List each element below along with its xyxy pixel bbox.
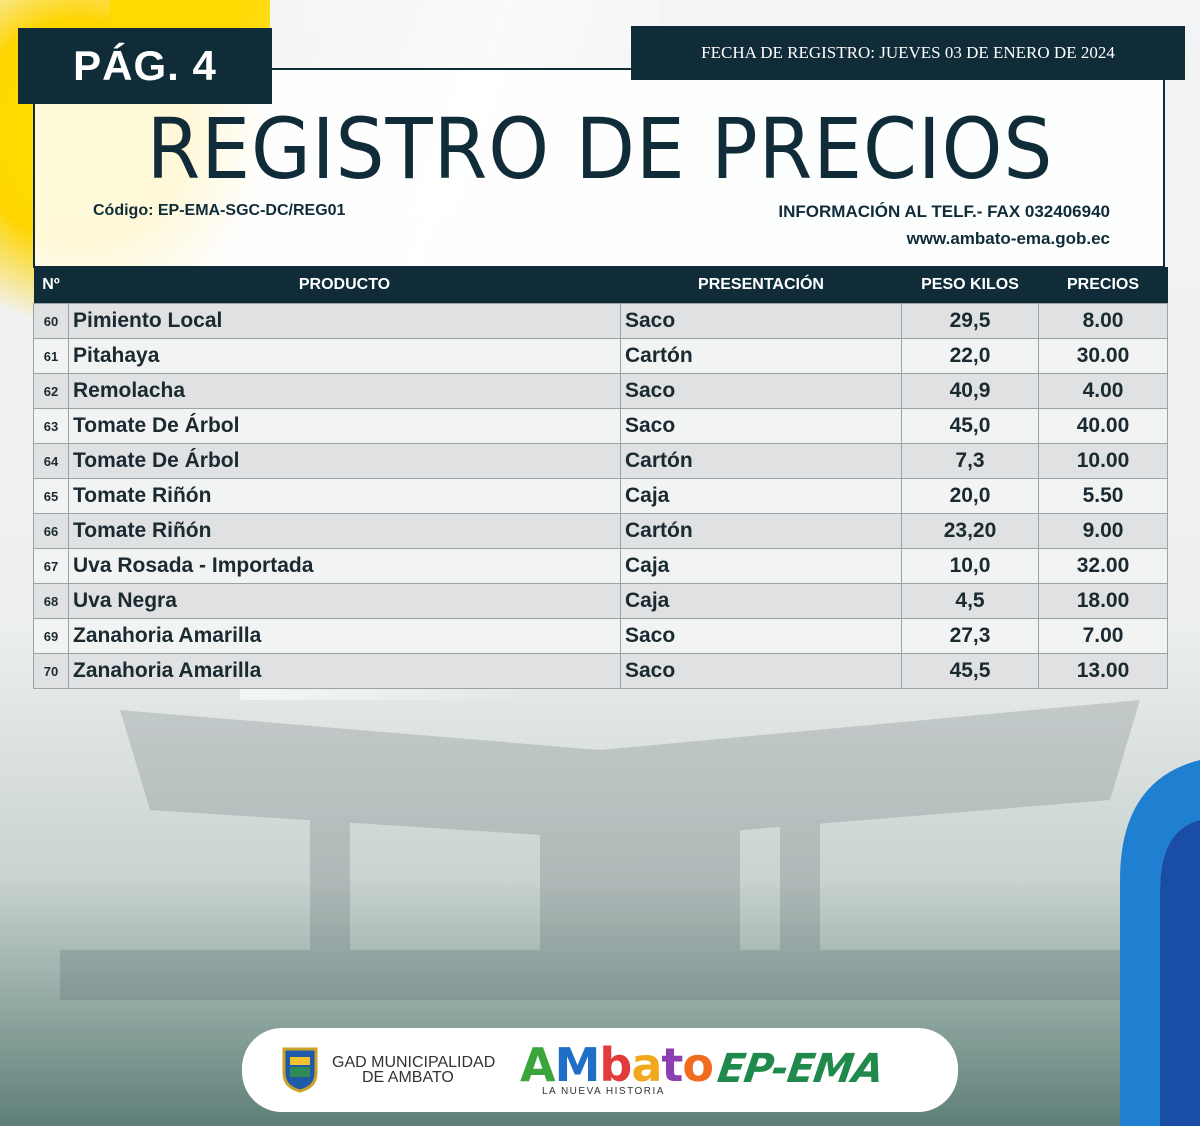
column-header-product: PRODUCTO [68, 267, 621, 304]
market-building-watermark [60, 700, 1160, 1000]
row-number: 61 [33, 338, 69, 374]
ambato-logo: AMbato [520, 1038, 714, 1092]
presentation: Saco [620, 373, 902, 409]
product-name: Tomate Riñón [68, 478, 621, 514]
weight-kg: 22,0 [901, 338, 1039, 374]
row-number: 62 [33, 373, 69, 409]
row-number: 67 [33, 548, 69, 584]
table-row: 61 Pitahaya Cartón 22,0 30.00 [33, 338, 1168, 374]
table-row: 69 Zanahoria Amarilla Saco 27,3 7.00 [33, 618, 1168, 654]
weight-kg: 29,5 [901, 303, 1039, 339]
price: 40.00 [1038, 408, 1168, 444]
row-number: 63 [33, 408, 69, 444]
product-name: Tomate Riñón [68, 513, 621, 549]
row-number: 65 [33, 478, 69, 514]
page-number-tag: PÁG. 4 [18, 28, 272, 104]
presentation: Saco [620, 653, 902, 689]
weight-kg: 40,9 [901, 373, 1039, 409]
presentation: Saco [620, 303, 902, 339]
price-table: Nº PRODUCTO PRESENTACIÓN PESO KILOS PREC… [33, 267, 1168, 689]
product-name: Uva Rosada - Importada [68, 548, 621, 584]
header-frame-top-line [272, 68, 632, 70]
table-row: 60 Pimiento Local Saco 29,5 8.00 [33, 303, 1168, 339]
price: 30.00 [1038, 338, 1168, 374]
table-row: 67 Uva Rosada - Importada Caja 10,0 32.0… [33, 548, 1168, 584]
weight-kg: 45,5 [901, 653, 1039, 689]
row-number: 64 [33, 443, 69, 479]
presentation: Cartón [620, 443, 902, 479]
presentation: Cartón [620, 338, 902, 374]
weight-kg: 4,5 [901, 583, 1039, 619]
price: 4.00 [1038, 373, 1168, 409]
weight-kg: 27,3 [901, 618, 1039, 654]
gad-line-1: GAD MUNICIPALIDAD [332, 1054, 496, 1071]
product-name: Uva Negra [68, 583, 621, 619]
row-number: 69 [33, 618, 69, 654]
table-row: 65 Tomate Riñón Caja 20,0 5.50 [33, 478, 1168, 514]
presentation: Caja [620, 548, 902, 584]
table-row: 66 Tomate Riñón Cartón 23,20 9.00 [33, 513, 1168, 549]
footer-logos-bar [242, 1028, 958, 1112]
column-header-weight: PESO KILOS [901, 267, 1039, 304]
gad-municipalidad-logo-text: GAD MUNICIPALIDAD DE AMBATO [332, 1054, 496, 1086]
row-number: 70 [33, 653, 69, 689]
column-header-number: Nº [33, 267, 69, 304]
page-title: REGISTRO DE PRECIOS [146, 100, 1054, 198]
product-name: Tomate De Árbol [68, 443, 621, 479]
product-name: Zanahoria Amarilla [68, 653, 621, 689]
ambato-tagline: LA NUEVA HISTORIA [542, 1086, 665, 1097]
document-code: Código: EP-EMA-SGC-DC/REG01 [93, 202, 346, 219]
table-row: 63 Tomate De Árbol Saco 45,0 40.00 [33, 408, 1168, 444]
product-name: Pimiento Local [68, 303, 621, 339]
table-row: 68 Uva Negra Caja 4,5 18.00 [33, 583, 1168, 619]
gad-line-2: DE AMBATO [362, 1069, 454, 1086]
website-link[interactable]: www.ambato-ema.gob.ec [906, 229, 1110, 248]
weight-kg: 20,0 [901, 478, 1039, 514]
price: 9.00 [1038, 513, 1168, 549]
price: 8.00 [1038, 303, 1168, 339]
presentation: Cartón [620, 513, 902, 549]
price: 13.00 [1038, 653, 1168, 689]
product-name: Pitahaya [68, 338, 621, 374]
presentation: Saco [620, 618, 902, 654]
table-row: 62 Remolacha Saco 40,9 4.00 [33, 373, 1168, 409]
price: 7.00 [1038, 618, 1168, 654]
blue-swoosh-decoration [1120, 760, 1200, 1126]
registration-date: FECHA DE REGISTRO: JUEVES 03 DE ENERO DE… [631, 26, 1185, 80]
price: 10.00 [1038, 443, 1168, 479]
product-name: Zanahoria Amarilla [68, 618, 621, 654]
product-name: Remolacha [68, 373, 621, 409]
column-header-price: PRECIOS [1038, 267, 1168, 304]
table-row: 70 Zanahoria Amarilla Saco 45,5 13.00 [33, 653, 1168, 689]
presentation: Caja [620, 583, 902, 619]
weight-kg: 7,3 [901, 443, 1039, 479]
contact-info: INFORMACIÓN AL TELF.- FAX 032406940 [778, 202, 1110, 221]
row-number: 60 [33, 303, 69, 339]
presentation: Caja [620, 478, 902, 514]
price: 18.00 [1038, 583, 1168, 619]
product-name: Tomate De Árbol [68, 408, 621, 444]
weight-kg: 23,20 [901, 513, 1039, 549]
ep-ema-logo: EP-EMA [714, 1046, 886, 1092]
price: 5.50 [1038, 478, 1168, 514]
column-header-presentation: PRESENTACIÓN [620, 267, 902, 304]
row-number: 68 [33, 583, 69, 619]
weight-kg: 45,0 [901, 408, 1039, 444]
table-row: 64 Tomate De Árbol Cartón 7,3 10.00 [33, 443, 1168, 479]
gad-shield-icon [282, 1047, 318, 1093]
price: 32.00 [1038, 548, 1168, 584]
weight-kg: 10,0 [901, 548, 1039, 584]
presentation: Saco [620, 408, 902, 444]
row-number: 66 [33, 513, 69, 549]
table-header-row: Nº PRODUCTO PRESENTACIÓN PESO KILOS PREC… [33, 267, 1168, 304]
